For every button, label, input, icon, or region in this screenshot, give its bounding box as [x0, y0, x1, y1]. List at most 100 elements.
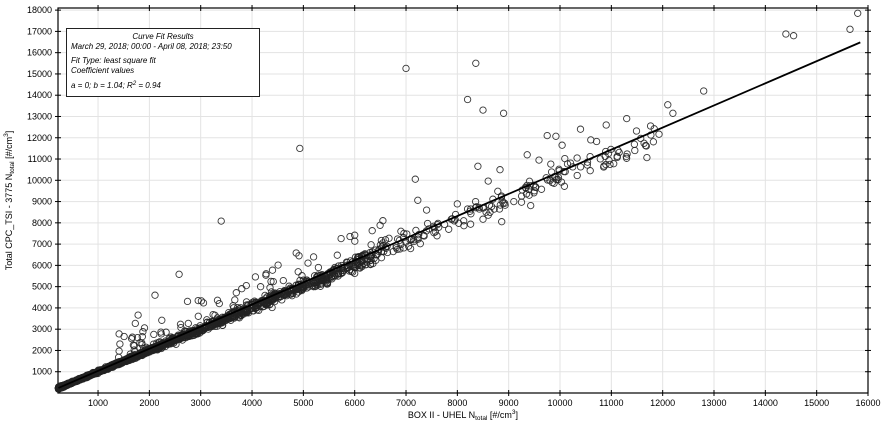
x-tick-label: 12000: [650, 398, 675, 408]
data-point-marker: [643, 153, 651, 162]
legend-coefficients-text: a = 0; b = 1.04; R: [71, 81, 133, 91]
y-tick-label: 9000: [32, 197, 52, 207]
data-point-marker: [669, 109, 677, 117]
data-point-marker: [445, 225, 453, 233]
data-point-marker: [150, 330, 158, 339]
data-point-marker: [537, 185, 546, 193]
data-point-marker: [576, 125, 585, 133]
data-point-marker: [385, 234, 393, 242]
data-point-marker: [367, 241, 375, 249]
data-point-marker: [130, 346, 138, 354]
data-point-marker: [383, 248, 392, 257]
data-point-marker: [646, 122, 655, 130]
data-point-marker: [260, 299, 269, 308]
data-point-marker: [623, 114, 631, 123]
y-axis-unit: [#/cm: [4, 136, 14, 162]
data-point-marker: [134, 311, 142, 319]
x-axis-unit-superscript: 3: [511, 409, 516, 416]
data-point-marker: [158, 316, 166, 324]
y-tick-label: 17000: [27, 26, 52, 36]
data-point-marker: [552, 132, 560, 140]
data-point-marker: [294, 268, 302, 276]
data-point-marker: [610, 160, 618, 168]
legend-coefficient-label: Coefficient values: [71, 65, 135, 75]
data-point-marker: [484, 177, 492, 185]
data-point-marker: [114, 353, 123, 361]
data-point-marker: [416, 240, 424, 248]
data-point-marker: [402, 64, 410, 73]
data-point-marker: [484, 211, 492, 219]
data-point-marker: [789, 32, 798, 40]
data-point-marker: [573, 154, 581, 162]
data-point-marker: [397, 227, 405, 235]
y-tick-label: 12000: [27, 133, 52, 143]
data-point-marker: [251, 273, 260, 281]
x-axis-label-text: BOX II - UHEL: [407, 410, 469, 420]
x-tick-label: 4000: [242, 398, 262, 408]
data-point-marker: [177, 323, 185, 332]
data-point-marker: [498, 218, 506, 226]
data-point-marker: [232, 289, 240, 297]
data-point-marker: [523, 151, 531, 159]
data-point-marker: [631, 146, 639, 155]
data-point-marker: [176, 320, 185, 328]
data-point-marker: [423, 219, 432, 228]
data-point-marker: [309, 253, 318, 261]
data-point-marker: [496, 201, 504, 209]
data-point-marker: [133, 333, 142, 342]
data-point-marker: [550, 179, 558, 187]
data-point-marker: [433, 232, 441, 240]
data-point-marker: [655, 130, 663, 138]
data-point-marker: [543, 131, 551, 140]
data-point-marker: [381, 236, 390, 244]
x-tick-label: 13000: [701, 398, 726, 408]
data-point-marker: [455, 219, 463, 227]
data-point-marker: [251, 304, 259, 313]
data-point-marker: [351, 231, 359, 239]
data-point-marker: [466, 220, 475, 228]
data-point-marker: [334, 270, 342, 278]
data-point-marker: [547, 160, 555, 168]
data-point-marker: [157, 328, 165, 336]
y-tick-label: 18000: [27, 5, 52, 15]
data-point-marker: [262, 270, 270, 278]
y-tick-label: 16000: [27, 48, 52, 58]
data-point-marker: [429, 222, 438, 230]
data-point-marker: [304, 259, 312, 267]
y-tick-label: 13000: [27, 111, 52, 121]
x-tick-label: 7000: [396, 398, 416, 408]
data-point-marker: [641, 141, 650, 150]
data-point-marker: [605, 156, 613, 164]
data-point-marker: [379, 217, 387, 225]
y-tick-label: 5000: [32, 282, 52, 292]
data-point-marker: [151, 291, 159, 299]
legend-coefficients: a = 0; b = 1.04; R2 = 0.94: [71, 80, 255, 91]
data-point-marker: [323, 280, 332, 288]
data-point-marker: [333, 251, 341, 259]
data-point-marker: [55, 385, 63, 393]
data-point-marker: [268, 266, 277, 274]
data-point-marker: [314, 263, 323, 272]
data-point-marker: [632, 127, 641, 135]
fit-line: [58, 41, 861, 389]
data-point-marker: [231, 296, 239, 304]
data-point-marker: [623, 150, 631, 158]
data-point-marker: [346, 232, 354, 241]
x-tick-label: 1000: [88, 398, 108, 408]
data-point-marker: [308, 282, 317, 290]
data-point-marker: [140, 324, 149, 332]
x-tick-label: 2000: [139, 398, 159, 408]
data-point-marker: [494, 187, 502, 195]
data-point-marker: [376, 241, 385, 249]
legend-r-squared-value: = 0.94: [136, 81, 161, 91]
legend-date-range: March 29, 2018; 00:00 - April 08, 2018; …: [71, 41, 232, 51]
data-point-marker: [292, 249, 300, 257]
data-point-marker: [351, 269, 359, 278]
data-point-marker: [316, 282, 325, 290]
data-point-marker: [105, 362, 113, 371]
data-point-marker: [586, 167, 594, 175]
x-tick-label: 10000: [547, 398, 572, 408]
data-point-marker: [392, 244, 400, 252]
data-point-marker: [479, 106, 487, 114]
